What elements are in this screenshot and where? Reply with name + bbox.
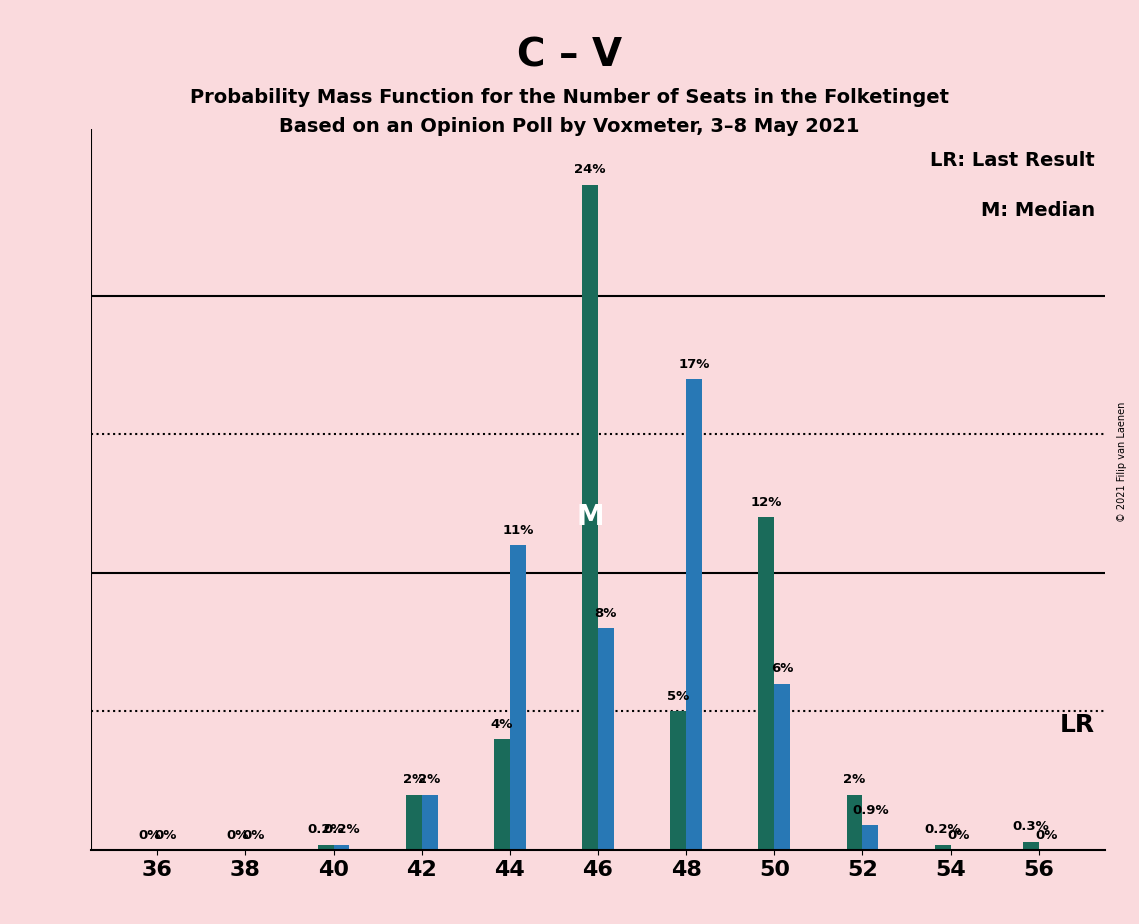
Text: 17%: 17%	[679, 358, 710, 371]
Text: 0.2%: 0.2%	[925, 823, 961, 836]
Bar	[582, 185, 598, 850]
Text: 2%: 2%	[402, 773, 425, 786]
Text: LR: LR	[1059, 713, 1095, 737]
Bar	[775, 684, 790, 850]
Text: 0.9%: 0.9%	[852, 804, 888, 817]
Bar	[598, 628, 614, 850]
Bar	[318, 845, 334, 850]
Text: 0.2%: 0.2%	[308, 823, 344, 836]
Bar	[670, 711, 686, 850]
Bar	[494, 739, 510, 850]
Bar	[862, 825, 878, 850]
Text: 6%: 6%	[771, 663, 794, 675]
Text: 0.2%: 0.2%	[323, 823, 360, 836]
Text: 0%: 0%	[138, 829, 161, 842]
Text: M: Median: M: Median	[981, 201, 1095, 221]
Text: 0%: 0%	[154, 829, 177, 842]
Text: 5%: 5%	[667, 690, 689, 703]
Bar	[686, 379, 702, 850]
Text: 2%: 2%	[843, 773, 866, 786]
Text: 0%: 0%	[948, 829, 969, 842]
Bar	[1023, 842, 1039, 850]
Text: 24%: 24%	[574, 164, 606, 176]
Text: 8%: 8%	[595, 607, 617, 620]
Bar	[935, 845, 951, 850]
Text: 2%: 2%	[418, 773, 441, 786]
Text: 0%: 0%	[1035, 829, 1058, 842]
Text: 11%: 11%	[502, 524, 533, 537]
Text: © 2021 Filip van Laenen: © 2021 Filip van Laenen	[1117, 402, 1126, 522]
Bar	[421, 795, 437, 850]
Text: LR: Last Result: LR: Last Result	[929, 151, 1095, 170]
Text: 0%: 0%	[243, 829, 264, 842]
Bar	[759, 517, 775, 850]
Text: Based on an Opinion Poll by Voxmeter, 3–8 May 2021: Based on an Opinion Poll by Voxmeter, 3–…	[279, 117, 860, 137]
Text: 0%: 0%	[227, 829, 248, 842]
Bar	[334, 845, 350, 850]
Bar	[846, 795, 862, 850]
Text: 12%: 12%	[751, 496, 782, 509]
Text: 0.3%: 0.3%	[1013, 821, 1049, 833]
Text: M: M	[576, 504, 604, 531]
Bar	[405, 795, 421, 850]
Text: C – V: C – V	[517, 37, 622, 75]
Bar	[510, 545, 526, 850]
Text: Probability Mass Function for the Number of Seats in the Folketinget: Probability Mass Function for the Number…	[190, 88, 949, 107]
Text: 4%: 4%	[491, 718, 513, 731]
